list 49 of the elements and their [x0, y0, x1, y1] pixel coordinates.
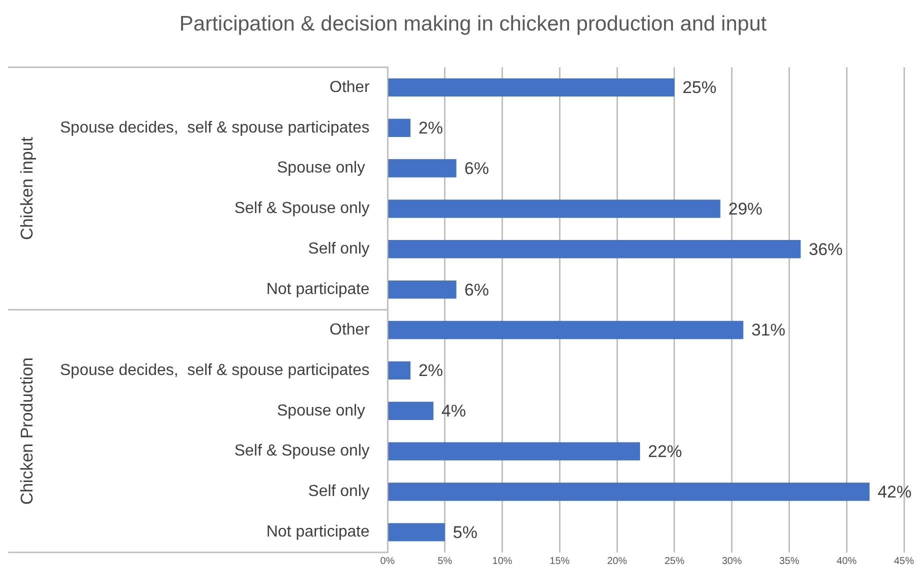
- data-label: 4%: [441, 402, 466, 421]
- data-label: 25%: [682, 78, 716, 98]
- y-tick-label: Not participate: [266, 280, 370, 298]
- bar: [388, 159, 456, 178]
- bar: [388, 361, 410, 380]
- x-tick-label: 35%: [779, 556, 800, 568]
- y-tick-label: Spouse only: [277, 160, 370, 177]
- data-label: 22%: [648, 442, 682, 462]
- y-tick-label: Self & Spouse only: [234, 200, 370, 218]
- x-tick-label: 5%: [438, 556, 452, 568]
- bar: [388, 482, 870, 501]
- data-label: 2%: [418, 361, 444, 380]
- data-label: 5%: [452, 522, 478, 542]
- y-tick-label: Other: [330, 321, 370, 338]
- y-tick-label: Spouse decides, self & spouse participates: [60, 362, 370, 379]
- bar: [388, 280, 456, 299]
- x-tick-label: 10%: [492, 556, 512, 568]
- bar: [388, 78, 674, 97]
- y-tick-label: Self only: [308, 240, 370, 258]
- bar: [388, 442, 640, 460]
- y-tick-label: Spouse only: [277, 402, 370, 420]
- text: Chicken Production: [18, 357, 37, 505]
- data-label: 6%: [464, 280, 489, 300]
- x-tick-label: 20%: [607, 556, 628, 568]
- data-label: 6%: [464, 158, 489, 178]
- x-tick-label: 40%: [836, 556, 857, 568]
- bar: [388, 240, 801, 258]
- bar: [388, 402, 434, 420]
- bar: [388, 523, 445, 542]
- y-tick-label: Self only: [308, 483, 370, 500]
- x-tick-label: 45%: [894, 556, 914, 568]
- y-tick-label: Spouse decides, self & spouse participates: [60, 119, 370, 136]
- data-label: 29%: [728, 199, 762, 218]
- data-label: 31%: [751, 320, 786, 340]
- chart-title: Participation & decision making in chicken production and input: [179, 12, 767, 36]
- text: Chicken input: [18, 136, 37, 240]
- data-label: 2%: [418, 118, 444, 138]
- y-tick-label: Other: [330, 78, 370, 96]
- data-label: 36%: [808, 240, 843, 259]
- y-tick-label: Not participate: [266, 524, 370, 541]
- x-tick-label: 0%: [380, 556, 395, 568]
- data-label: 42%: [878, 482, 912, 502]
- x-tick-label: 30%: [722, 556, 742, 568]
- y-tick-label: Self & Spouse only: [234, 442, 370, 460]
- bar: [388, 118, 410, 137]
- bar: [388, 320, 744, 340]
- x-tick-label: 15%: [550, 556, 570, 568]
- bar: [388, 200, 720, 218]
- x-tick-label: 25%: [664, 556, 685, 568]
